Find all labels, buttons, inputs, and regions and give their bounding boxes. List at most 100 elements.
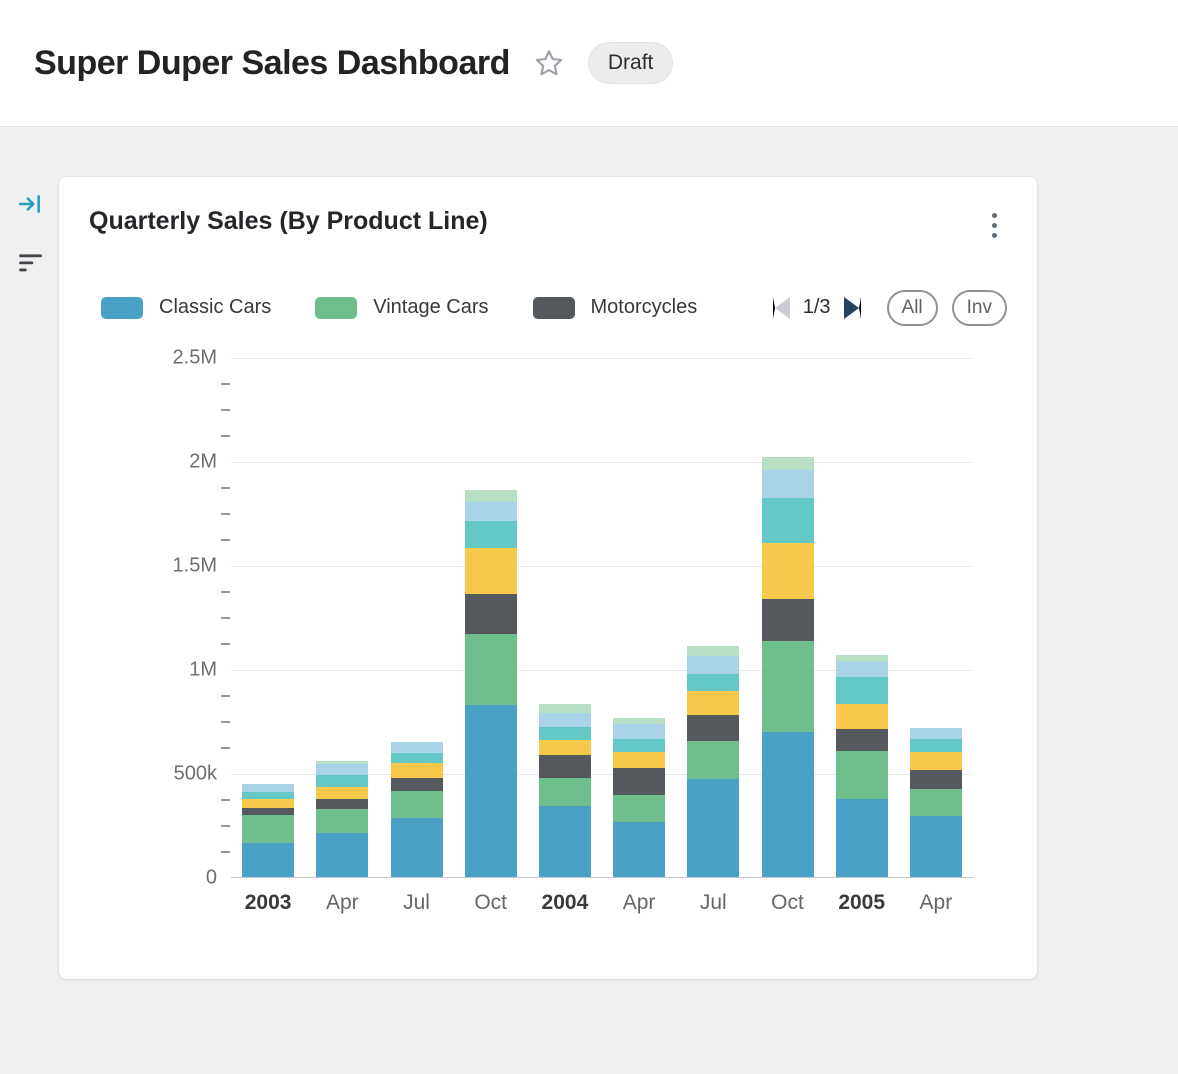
collapse-panel-button[interactable] bbox=[15, 189, 45, 219]
bar-segment-vintage-cars bbox=[242, 814, 295, 843]
bar-segment-series-4-yellow bbox=[613, 752, 666, 768]
gridline bbox=[231, 566, 973, 567]
all-button[interactable]: All bbox=[886, 289, 938, 326]
bar-segment-series-6-light-blue bbox=[242, 784, 295, 792]
y-axis: 0 500k 1M 1.5M 2M 2.5M bbox=[89, 347, 217, 889]
y-minor-tick bbox=[221, 591, 230, 593]
filter-pills: All Inv bbox=[886, 289, 1007, 326]
legend-item-motorcycles[interactable]: Motorcycles bbox=[532, 296, 697, 319]
bar-8-2005[interactable] bbox=[835, 654, 888, 877]
legend-items: Classic Cars Vintage Cars Motorcycles bbox=[101, 296, 741, 319]
legend-item-vintage-cars[interactable]: Vintage Cars bbox=[315, 296, 489, 319]
y-minor-tick bbox=[221, 487, 230, 489]
status-badge: Draft bbox=[587, 42, 674, 84]
y-minor-tick bbox=[221, 435, 230, 437]
x-axis-label: 2005 bbox=[838, 891, 886, 914]
bar-segment-series-6-light-blue bbox=[835, 661, 888, 678]
y-axis-label: 1.5M bbox=[172, 554, 217, 577]
legend-swatch bbox=[532, 296, 575, 319]
bar-segment-motorcycles bbox=[761, 599, 814, 641]
bar-1-apr[interactable] bbox=[316, 760, 369, 877]
legend-label: Vintage Cars bbox=[373, 296, 489, 318]
stacked-bar-chart: 0 500k 1M 1.5M 2M 2.5M 2003 Apr Jul Oct 2004 Apr Ju… bbox=[89, 347, 1007, 958]
bar-segment-classic-cars bbox=[242, 842, 295, 877]
bar-segment-series-4-yellow bbox=[835, 704, 888, 730]
arrow-to-bar-icon bbox=[18, 195, 40, 213]
y-minor-tick bbox=[221, 825, 230, 827]
bar-segment-series-6-light-blue bbox=[687, 655, 740, 675]
bar-segment-classic-cars bbox=[390, 817, 443, 877]
y-axis-label: 1M bbox=[189, 658, 217, 681]
bar-segment-classic-cars bbox=[464, 705, 517, 877]
legend-item-classic-cars[interactable]: Classic Cars bbox=[101, 296, 271, 319]
bar-segment-vintage-cars bbox=[464, 633, 517, 706]
favorite-star-button[interactable] bbox=[532, 46, 566, 80]
bar-segment-classic-cars bbox=[835, 799, 888, 877]
legend-row: Classic Cars Vintage Cars Motorcycles 1/3 … bbox=[101, 289, 1007, 326]
y-axis-label: 2.5M bbox=[172, 346, 217, 369]
bar-segment-series-5-teal bbox=[687, 674, 740, 691]
bar-segment-series-5-teal bbox=[613, 738, 666, 753]
bar-segment-vintage-cars bbox=[390, 790, 443, 818]
bar-segment-series-4-yellow bbox=[464, 548, 517, 595]
bar-segment-classic-cars bbox=[538, 806, 591, 877]
legend-prev-button[interactable] bbox=[772, 296, 790, 319]
bar-2-jul[interactable] bbox=[390, 741, 443, 877]
chart-title: Quarterly Sales (By Product Line) bbox=[89, 207, 488, 235]
bar-4-2004[interactable] bbox=[538, 704, 591, 877]
gridline bbox=[231, 774, 973, 775]
bar-segment-motorcycles bbox=[687, 714, 740, 741]
bar-0-2003[interactable] bbox=[242, 784, 295, 877]
bar-segment-series-5-teal bbox=[464, 521, 517, 549]
bar-segment-motorcycles bbox=[538, 755, 591, 779]
bar-segment-classic-cars bbox=[761, 732, 814, 877]
bar-segment-vintage-cars bbox=[687, 740, 740, 780]
y-axis-label: 500k bbox=[173, 762, 217, 785]
legend-next-button[interactable] bbox=[843, 296, 861, 319]
y-minor-tick bbox=[221, 409, 230, 411]
card-header: Quarterly Sales (By Product Line) bbox=[89, 205, 1007, 246]
bar-segment-series-4-yellow bbox=[390, 762, 443, 779]
bar-5-apr[interactable] bbox=[613, 717, 666, 877]
x-axis: 2003 Apr Jul Oct 2004 Apr Jul Oct 2005 Apr bbox=[231, 891, 973, 923]
dashboard-title: Super Duper Sales Dashboard bbox=[34, 43, 510, 82]
bar-segment-series-7-light-green bbox=[613, 717, 666, 725]
x-axis-label: Apr bbox=[622, 891, 656, 914]
bar-segment-vintage-cars bbox=[761, 640, 814, 733]
bar-segment-motorcycles bbox=[390, 778, 443, 791]
bar-segment-series-6-light-blue bbox=[538, 712, 591, 728]
filter-button[interactable] bbox=[15, 247, 45, 277]
card-menu-button[interactable] bbox=[982, 205, 1007, 246]
x-axis-label: Jul bbox=[403, 891, 430, 914]
x-axis-label: Apr bbox=[919, 891, 953, 914]
bar-segment-series-6-light-blue bbox=[390, 741, 443, 754]
bar-segment-series-6-light-blue bbox=[464, 501, 517, 522]
bar-segment-vintage-cars bbox=[538, 778, 591, 807]
legend-page-indicator: 1/3 bbox=[802, 296, 831, 318]
y-minor-tick bbox=[221, 539, 230, 541]
inv-button[interactable]: Inv bbox=[951, 289, 1007, 326]
bar-9-apr[interactable] bbox=[909, 728, 962, 877]
bar-segment-series-6-light-blue bbox=[316, 763, 369, 776]
bar-6-jul[interactable] bbox=[687, 646, 740, 877]
bar-segment-motorcycles bbox=[316, 799, 369, 810]
x-axis-label: 2003 bbox=[244, 891, 292, 914]
bar-segment-series-6-light-blue bbox=[613, 724, 666, 739]
x-axis-label: Apr bbox=[325, 891, 359, 914]
bar-7-oct[interactable] bbox=[761, 456, 814, 877]
bar-segment-series-5-teal bbox=[390, 753, 443, 763]
bar-segment-classic-cars bbox=[909, 815, 962, 877]
gridline bbox=[231, 670, 973, 671]
legend-pager: 1/3 bbox=[772, 296, 861, 319]
star-icon bbox=[535, 50, 563, 76]
bar-segment-series-5-teal bbox=[835, 677, 888, 705]
bar-segment-motorcycles bbox=[835, 729, 888, 752]
bar-segment-series-5-teal bbox=[242, 791, 295, 800]
bar-segment-series-5-teal bbox=[909, 738, 962, 753]
y-minor-tick bbox=[221, 643, 230, 645]
x-axis-label: 2004 bbox=[541, 891, 589, 914]
bar-segment-classic-cars bbox=[687, 779, 740, 877]
bar-3-oct[interactable] bbox=[464, 490, 517, 877]
bar-segment-classic-cars bbox=[613, 821, 666, 877]
legend-swatch bbox=[315, 296, 358, 319]
